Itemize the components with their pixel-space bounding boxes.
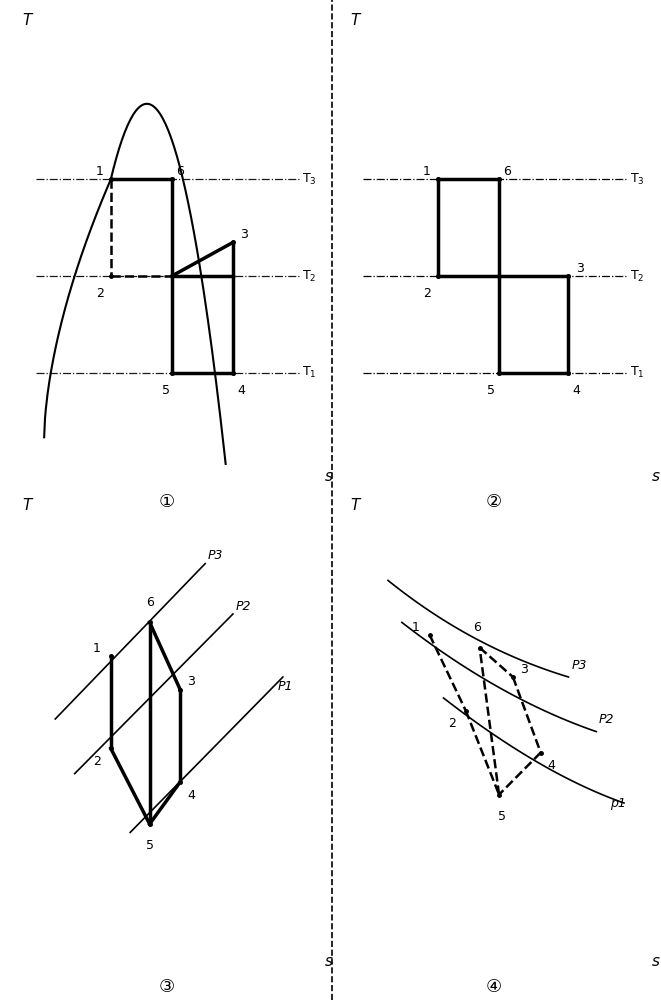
Text: 1: 1 — [93, 642, 101, 655]
Text: T: T — [350, 498, 360, 513]
Text: 3: 3 — [576, 262, 584, 275]
Text: 6: 6 — [176, 165, 184, 178]
Text: T$_2$: T$_2$ — [629, 268, 644, 284]
Text: ①: ① — [158, 493, 175, 511]
Text: P3: P3 — [208, 549, 223, 562]
Text: 2: 2 — [423, 287, 431, 300]
Text: 4: 4 — [237, 384, 245, 397]
Text: T$_3$: T$_3$ — [302, 172, 317, 187]
Text: s: s — [652, 469, 660, 484]
Text: P2: P2 — [599, 713, 615, 726]
Text: 5: 5 — [145, 839, 153, 852]
Text: 5: 5 — [163, 384, 171, 397]
Text: 2: 2 — [96, 287, 104, 300]
Text: 3: 3 — [520, 663, 528, 676]
Text: T$_3$: T$_3$ — [629, 172, 644, 187]
Text: 5: 5 — [486, 384, 494, 397]
Text: T: T — [350, 13, 360, 28]
Text: s: s — [325, 469, 332, 484]
Text: ④: ④ — [485, 978, 502, 996]
Text: 2: 2 — [448, 717, 456, 730]
Text: 3: 3 — [240, 228, 248, 241]
Text: T: T — [23, 13, 32, 28]
Text: T: T — [23, 498, 32, 513]
Text: T$_1$: T$_1$ — [302, 365, 317, 380]
Text: P1: P1 — [278, 680, 293, 693]
Text: 4: 4 — [187, 789, 195, 802]
Text: 5: 5 — [498, 810, 506, 823]
Text: 6: 6 — [504, 165, 512, 178]
Text: p1: p1 — [610, 797, 626, 810]
Text: 4: 4 — [548, 759, 556, 772]
Text: ②: ② — [485, 493, 502, 511]
Text: T$_1$: T$_1$ — [629, 365, 644, 380]
Text: 2: 2 — [93, 755, 101, 768]
Text: P3: P3 — [571, 659, 587, 672]
Text: 6: 6 — [473, 621, 481, 634]
Text: 1: 1 — [412, 621, 420, 634]
Text: T$_2$: T$_2$ — [302, 268, 317, 284]
Text: P2: P2 — [236, 600, 251, 613]
Text: ③: ③ — [158, 978, 175, 996]
Text: 6: 6 — [145, 596, 153, 609]
Text: 3: 3 — [187, 675, 195, 688]
Text: 1: 1 — [96, 165, 104, 178]
Text: 4: 4 — [573, 384, 581, 397]
Text: s: s — [652, 954, 660, 969]
Text: s: s — [325, 954, 332, 969]
Text: 1: 1 — [423, 165, 431, 178]
